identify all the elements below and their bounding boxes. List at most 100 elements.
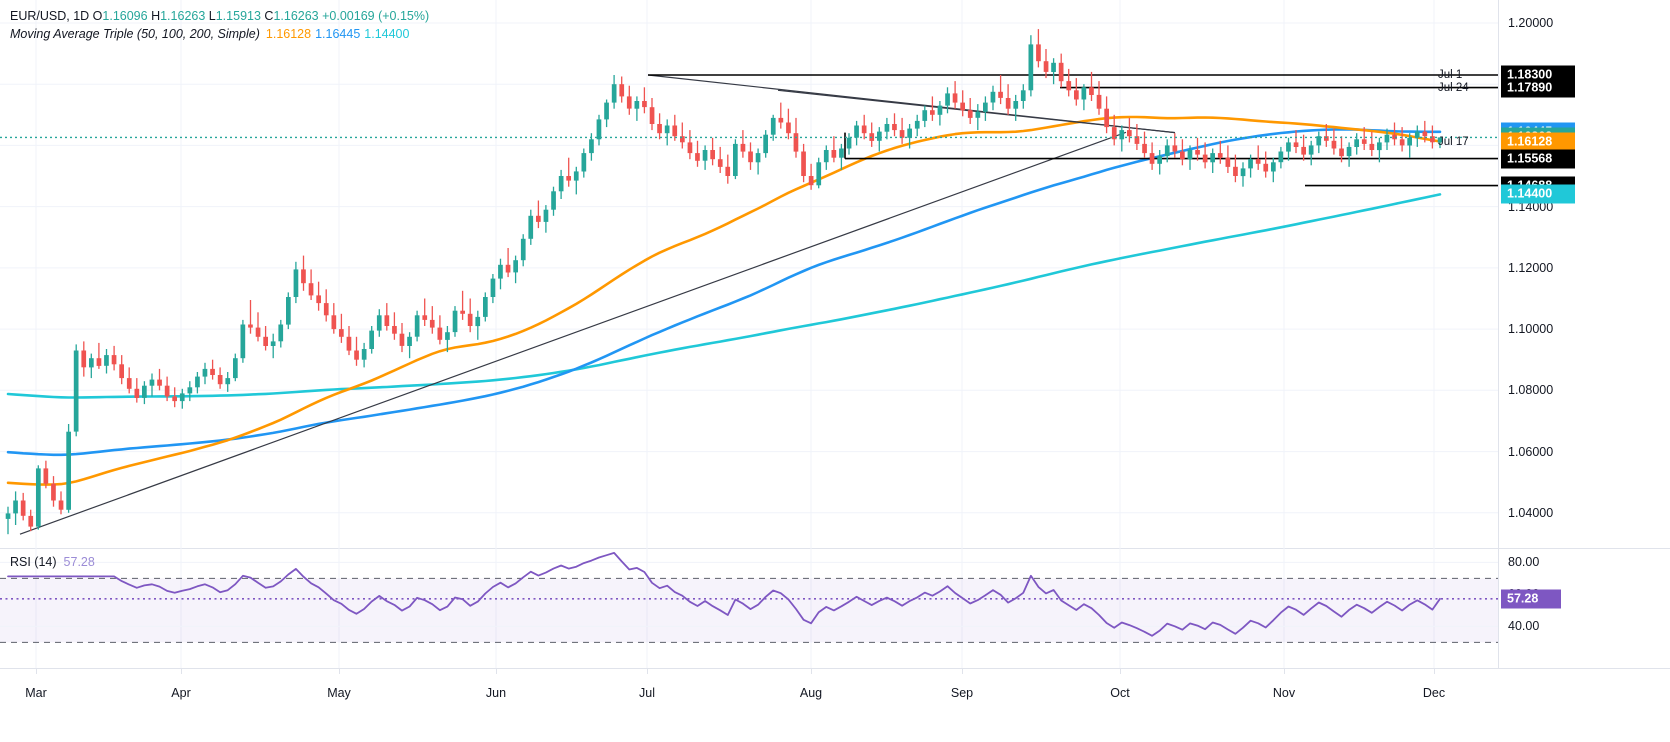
candle-body [801, 151, 806, 176]
candle-body [1043, 61, 1049, 72]
rsi-pane[interactable]: RSI (14) 57.28 [0, 548, 1498, 668]
candle-body [536, 215, 541, 222]
x-axis-tick: Sep [950, 686, 974, 700]
candle-body [1172, 145, 1178, 152]
candle-body [354, 350, 359, 360]
candle-body [642, 101, 647, 108]
descending-trendline-inner[interactable] [777, 89, 1176, 134]
candle-body [558, 176, 564, 192]
candle-body [248, 324, 253, 328]
x-axis[interactable]: Mar Apr May Jun Jul Aug Sep Oct Nov Dec [0, 668, 1670, 742]
symbol-label[interactable]: EUR/USD, 1D [10, 9, 90, 23]
price-plot [0, 0, 1498, 548]
candle-body [1414, 131, 1420, 138]
candle-body [1308, 145, 1314, 155]
candle-body [892, 124, 897, 131]
candle-body [422, 315, 428, 320]
candle-body [179, 393, 185, 402]
y-axis-tick: 1.20000 [1508, 16, 1554, 30]
candle-body [1422, 131, 1428, 137]
x-axis-tickmark [181, 668, 182, 674]
candle-body [119, 364, 124, 379]
candle-body [1255, 159, 1261, 164]
candle-body [96, 358, 102, 366]
candle-body [1225, 157, 1231, 167]
rsi-axis-tick: 40.00 [1508, 619, 1540, 634]
candle-body [1051, 62, 1056, 72]
x-axis-tickmark [1434, 668, 1435, 674]
candle-body [1202, 154, 1208, 163]
candle-body [748, 151, 753, 163]
date-tag-jul-17: Jul 17 [1438, 135, 1469, 148]
rsi-plot [0, 548, 1498, 668]
candle-body [846, 137, 852, 149]
candle-body [907, 128, 912, 138]
candle-body [520, 238, 526, 261]
x-axis-tick: Nov [1272, 686, 1296, 700]
price-pane[interactable] [0, 0, 1498, 548]
candle-body [467, 313, 473, 326]
rsi-value-badge[interactable]: 57.28 [1501, 589, 1561, 609]
pane-separator [0, 548, 1670, 549]
candle-body [73, 350, 79, 432]
x-axis-tickmark [1284, 668, 1285, 674]
candle-body [414, 315, 420, 337]
rsi-label[interactable]: RSI (14) [10, 555, 57, 569]
support-15568-badge[interactable]: 1.15568 [1501, 149, 1575, 169]
candle-body [1399, 139, 1405, 146]
candle-body [877, 131, 882, 141]
candle-body [429, 319, 435, 328]
rsi-line [7, 552, 1441, 637]
candle-body [43, 468, 49, 484]
candle-body [1210, 153, 1215, 163]
candle-body [990, 91, 996, 103]
y-axis[interactable]: 1.200001.180001.160001.140001.120001.100… [1438, 0, 1670, 668]
candle-body [490, 278, 496, 297]
candle-body [596, 119, 602, 140]
candles-group [5, 29, 1443, 535]
ma50-line [6, 115, 1442, 486]
candle-body [376, 315, 382, 331]
y-axis-tick: 1.10000 [1508, 322, 1554, 337]
x-axis-tick: May [327, 686, 351, 700]
candle-body [293, 269, 299, 297]
candle-body [1384, 134, 1390, 143]
rsi-legend: RSI (14) 57.28 [10, 555, 95, 569]
candle-body [1127, 130, 1132, 137]
candle-body [589, 139, 594, 154]
ascending-trendline[interactable] [19, 131, 1127, 535]
candle-body [1157, 156, 1162, 164]
ma200-legend-value: 1.14400 [364, 27, 410, 42]
candle-body [498, 264, 503, 279]
ma50-value-badge[interactable]: 1.16128 [1501, 132, 1575, 151]
candle-body [233, 358, 238, 379]
candle-body [573, 171, 579, 181]
candle-body [5, 513, 11, 519]
candle-body [172, 396, 177, 402]
ma200-line [6, 193, 1442, 399]
candle-body [740, 143, 746, 152]
candle-body [58, 500, 64, 510]
candle-body [225, 378, 231, 385]
candle-body [1134, 136, 1140, 144]
candle-body [793, 133, 799, 152]
candle-body [339, 329, 344, 337]
candle-body [1377, 142, 1382, 151]
candle-body [854, 125, 859, 138]
candle-body [210, 368, 215, 375]
candle-body [460, 310, 465, 314]
low-value: 1.15913 [215, 9, 261, 23]
candle-body [786, 122, 791, 134]
ma50-legend-value: 1.16128 [265, 27, 312, 42]
resistance-1789-badge[interactable]: 1.17890 [1501, 78, 1575, 98]
candle-body [930, 110, 935, 115]
ma-indicator-name[interactable]: Moving Average Triple (50, 100, 200, Sim… [10, 27, 260, 42]
ma200-value-badge[interactable]: 1.14400 [1501, 184, 1575, 204]
candle-body [361, 349, 367, 360]
candle-body [778, 117, 784, 123]
candle-body [702, 150, 708, 161]
candle-body [884, 124, 890, 132]
candle-body [1142, 143, 1147, 154]
candle-body [475, 316, 481, 327]
candle-body [733, 143, 738, 176]
